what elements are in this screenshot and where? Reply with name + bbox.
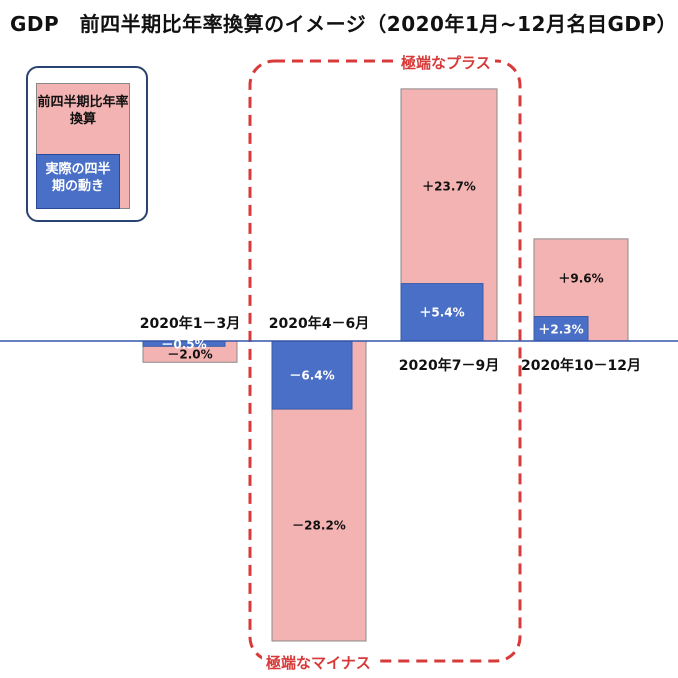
extreme-minus-label: 極端なマイナス (262, 652, 375, 673)
category-label-1: 2020年1－3月 (139, 316, 241, 332)
bar-actual-4 (533, 316, 589, 342)
bar-actual-2 (271, 340, 353, 410)
label-actual-4: ＋2.3% (538, 322, 584, 337)
label-annualized-3: ＋23.7% (422, 179, 476, 194)
label-actual-3: ＋5.4% (419, 305, 465, 320)
label-annualized-1: －2.0% (167, 347, 213, 362)
chart-title: GDP 前四半期比年率換算のイメージ（2020年1月~12月名目GDP） (10, 12, 678, 36)
category-label-4: 2020年10－12月 (521, 358, 641, 374)
legend: 前四半期比年率 換算 実際の四半 期の動き (26, 66, 148, 222)
bar-actual-3 (400, 283, 484, 342)
label-actual-2: －6.4% (289, 368, 335, 383)
extreme-plus-label: 極端なプラス (397, 52, 495, 73)
legend-actual-swatch: 実際の四半 期の動き (36, 154, 120, 209)
label-annualized-4: ＋9.6% (558, 271, 604, 286)
label-annualized-2: －28.2% (292, 518, 346, 533)
category-label-2: 2020年4－6月 (268, 316, 370, 332)
legend-actual-label: 実際の四半 期の動き (45, 162, 111, 194)
legend-annualized-label: 前四半期比年率 換算 (37, 95, 129, 127)
label-actual-1: －0.5% (161, 337, 207, 352)
category-label-3: 2020年7－9月 (398, 358, 500, 374)
extreme-zone-outline (248, 59, 522, 663)
